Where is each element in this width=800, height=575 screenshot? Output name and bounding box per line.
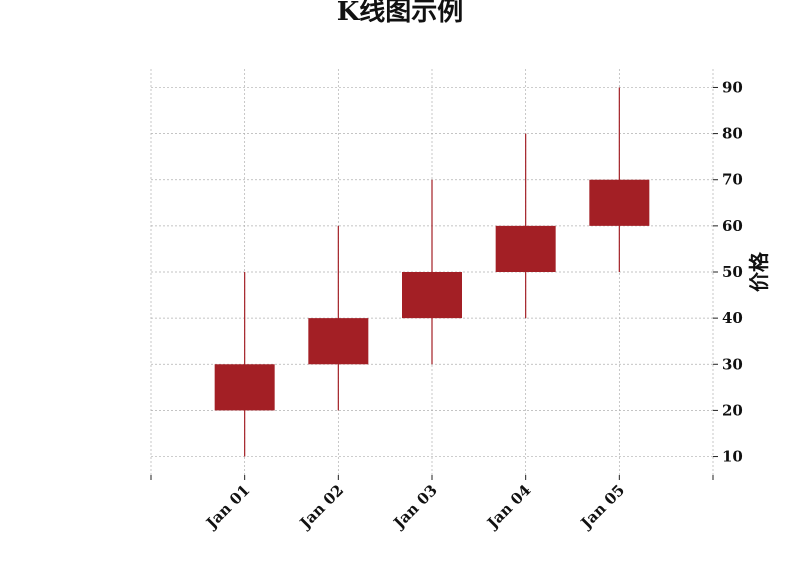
y-axis-title: 价格	[747, 251, 771, 292]
x-tick-label: Jan 05	[576, 481, 628, 533]
y-tick-label: 10	[722, 448, 743, 466]
y-tick-label: 20	[722, 401, 743, 419]
x-tick-label: Jan 04	[482, 481, 534, 533]
chart-title: K线图示例	[337, 0, 464, 27]
x-tick-label: Jan 02	[295, 481, 347, 533]
candle-body	[496, 226, 556, 272]
y-tick-label: 80	[722, 125, 743, 143]
x-tick-label: Jan 03	[389, 481, 441, 533]
candle-body	[589, 180, 649, 226]
y-tick-label: 60	[722, 217, 743, 235]
y-tick-label: 40	[722, 309, 743, 327]
y-tick-label: 70	[722, 171, 743, 189]
y-tick-label: 50	[722, 263, 743, 281]
candle-body	[308, 318, 368, 364]
candle-body	[215, 364, 275, 410]
y-tick-label: 30	[722, 355, 743, 373]
candle-body	[402, 272, 462, 318]
x-tick-label: Jan 01	[201, 481, 253, 533]
y-tick-label: 90	[722, 78, 743, 96]
